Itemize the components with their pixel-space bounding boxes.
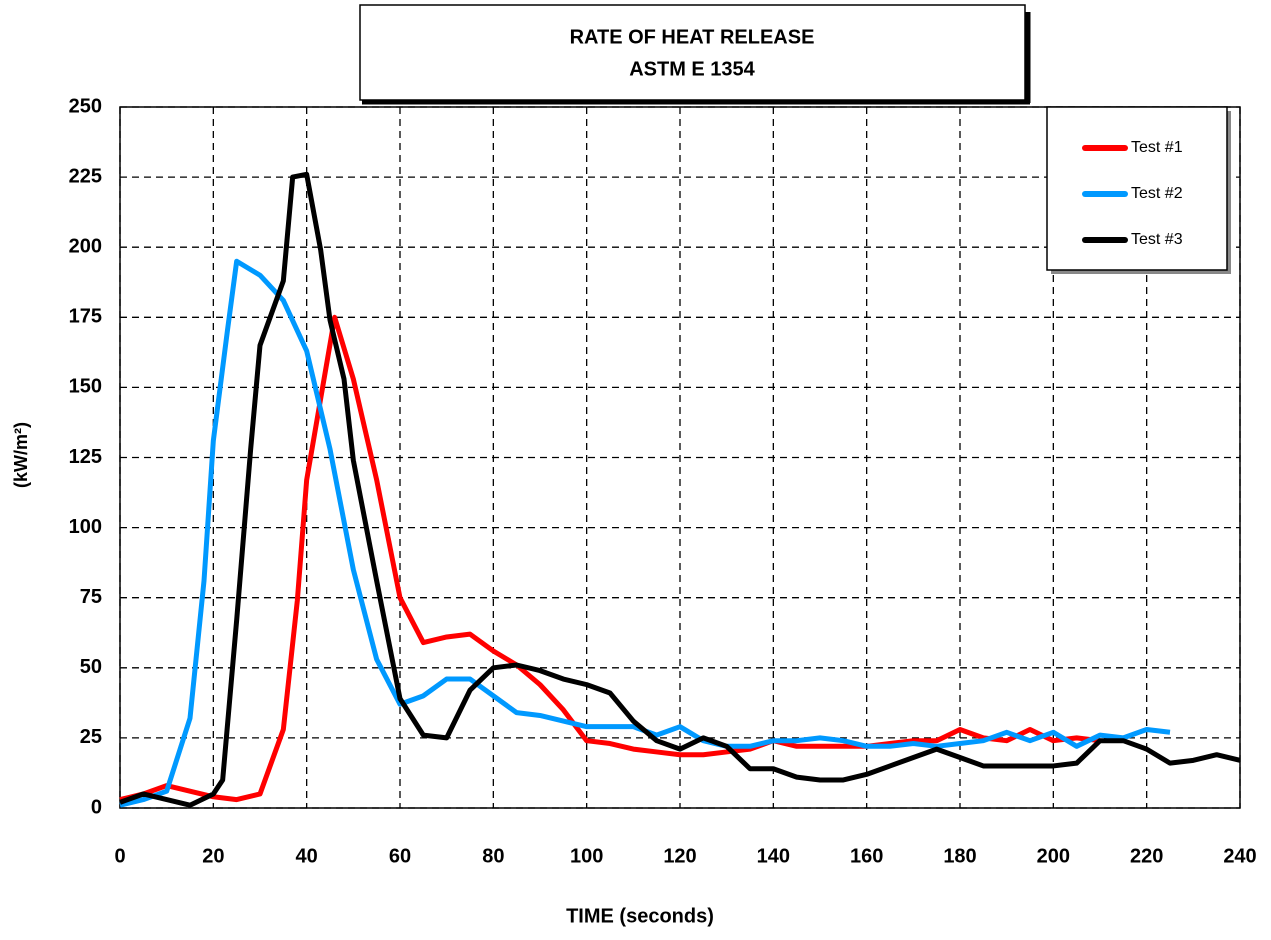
data-line — [119, 171, 1241, 808]
legend-label: Test #3 — [1131, 231, 1183, 248]
data-line — [119, 314, 1101, 803]
y-axis-label: (kW/m²) — [11, 422, 31, 488]
y-tick-label: 100 — [69, 516, 102, 538]
chart-title: RATE OF HEAT RELEASE — [570, 26, 815, 48]
plot-border — [119, 106, 1241, 809]
x-tick-label: 200 — [1037, 845, 1070, 867]
x-tick-label: 100 — [570, 845, 603, 867]
legend-label: Test #2 — [1131, 185, 1183, 202]
x-axis-label: TIME (seconds) — [566, 905, 714, 927]
x-tick-label: 240 — [1223, 845, 1256, 867]
y-tick-label: 150 — [69, 376, 102, 398]
title-box — [359, 4, 1026, 101]
y-tick-label: 250 — [69, 95, 102, 117]
x-tick-label: 120 — [663, 845, 696, 867]
legend-box — [1046, 106, 1228, 271]
chart-subtitle: ASTM E 1354 — [629, 58, 755, 80]
y-tick-label: 200 — [69, 235, 102, 257]
x-tick-label: 0 — [114, 845, 125, 867]
y-tick-label: 25 — [80, 726, 102, 748]
data-line — [119, 258, 1171, 808]
x-tick-label: 220 — [1130, 845, 1163, 867]
y-tick-label: 0 — [91, 796, 102, 818]
legend-label: Test #1 — [1131, 139, 1183, 156]
y-tick-label: 50 — [80, 656, 102, 678]
x-tick-label: 160 — [850, 845, 883, 867]
y-tick-label: 175 — [69, 306, 102, 328]
y-tick-label: 125 — [69, 446, 102, 468]
y-tick-label: 75 — [80, 586, 102, 608]
x-tick-label: 180 — [943, 845, 976, 867]
y-tick-label: 225 — [69, 165, 102, 187]
x-tick-label: 40 — [296, 845, 318, 867]
x-tick-label: 140 — [757, 845, 790, 867]
x-tick-label: 60 — [389, 845, 411, 867]
x-tick-label: 20 — [202, 845, 224, 867]
x-tick-label: 80 — [482, 845, 504, 867]
